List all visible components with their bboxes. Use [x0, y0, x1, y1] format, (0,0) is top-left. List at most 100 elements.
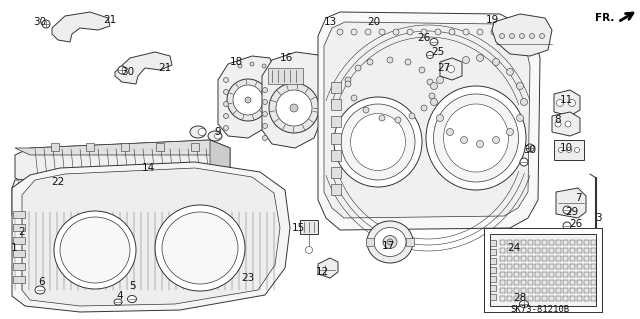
- Ellipse shape: [42, 20, 50, 28]
- Bar: [542, 280, 547, 285]
- Text: 6: 6: [38, 277, 45, 287]
- Bar: [528, 256, 533, 261]
- Ellipse shape: [60, 217, 130, 283]
- Bar: [490, 276, 496, 282]
- Ellipse shape: [162, 212, 238, 284]
- Ellipse shape: [431, 83, 438, 90]
- Bar: [514, 240, 519, 245]
- Text: 26: 26: [417, 33, 431, 43]
- Text: 19: 19: [485, 15, 499, 25]
- Bar: [86, 143, 94, 151]
- Text: 3: 3: [595, 213, 602, 223]
- Ellipse shape: [506, 69, 513, 76]
- Ellipse shape: [505, 29, 511, 35]
- Text: 5: 5: [129, 281, 135, 291]
- Ellipse shape: [276, 90, 312, 126]
- Bar: [535, 240, 540, 245]
- Bar: [591, 296, 596, 301]
- Text: 30: 30: [33, 17, 47, 27]
- Ellipse shape: [337, 29, 343, 35]
- Bar: [331, 133, 341, 144]
- Polygon shape: [492, 14, 552, 56]
- Text: 30: 30: [122, 67, 134, 77]
- Ellipse shape: [520, 99, 527, 106]
- Bar: [584, 272, 589, 277]
- Ellipse shape: [449, 29, 455, 35]
- Ellipse shape: [516, 83, 524, 90]
- Bar: [535, 256, 540, 261]
- Ellipse shape: [421, 29, 427, 35]
- Ellipse shape: [383, 235, 397, 249]
- Ellipse shape: [262, 100, 268, 105]
- Ellipse shape: [463, 56, 470, 63]
- Ellipse shape: [435, 29, 441, 35]
- Bar: [500, 256, 505, 261]
- Ellipse shape: [447, 129, 454, 136]
- Ellipse shape: [262, 64, 266, 68]
- Bar: [521, 248, 526, 253]
- Ellipse shape: [262, 112, 268, 116]
- Ellipse shape: [56, 190, 63, 199]
- Ellipse shape: [575, 147, 579, 152]
- Polygon shape: [210, 140, 230, 178]
- Ellipse shape: [86, 190, 93, 199]
- Bar: [406, 238, 414, 246]
- Bar: [535, 264, 540, 269]
- Bar: [577, 296, 582, 301]
- Text: SK73-81210B: SK73-81210B: [511, 306, 570, 315]
- Ellipse shape: [493, 137, 499, 144]
- Text: 24: 24: [508, 243, 520, 253]
- Bar: [556, 264, 561, 269]
- Bar: [556, 240, 561, 245]
- Bar: [563, 256, 568, 261]
- Ellipse shape: [245, 97, 251, 103]
- Ellipse shape: [269, 83, 319, 133]
- Bar: [563, 272, 568, 277]
- Bar: [507, 240, 512, 245]
- Bar: [591, 240, 596, 245]
- Text: 7: 7: [575, 193, 581, 203]
- Bar: [121, 143, 129, 151]
- Ellipse shape: [127, 295, 136, 302]
- Ellipse shape: [565, 121, 571, 127]
- Bar: [542, 264, 547, 269]
- Bar: [577, 272, 582, 277]
- Ellipse shape: [223, 90, 228, 94]
- Bar: [521, 280, 526, 285]
- Ellipse shape: [208, 131, 222, 141]
- Polygon shape: [52, 12, 110, 42]
- Text: 26: 26: [570, 219, 582, 229]
- Ellipse shape: [436, 77, 444, 84]
- Bar: [490, 249, 496, 255]
- Bar: [331, 116, 341, 127]
- Bar: [549, 272, 554, 277]
- Text: 8: 8: [555, 115, 561, 125]
- Bar: [500, 248, 505, 253]
- Ellipse shape: [427, 79, 433, 85]
- Text: 12: 12: [316, 267, 328, 277]
- Bar: [584, 256, 589, 261]
- Bar: [542, 256, 547, 261]
- Bar: [507, 272, 512, 277]
- Bar: [156, 143, 164, 151]
- Bar: [191, 143, 199, 151]
- Bar: [577, 240, 582, 245]
- Bar: [563, 264, 568, 269]
- Bar: [556, 280, 561, 285]
- Bar: [584, 288, 589, 293]
- Text: 25: 25: [431, 47, 445, 57]
- Bar: [570, 296, 575, 301]
- Text: 11: 11: [559, 95, 573, 105]
- Ellipse shape: [431, 99, 438, 106]
- Polygon shape: [22, 168, 280, 306]
- Bar: [521, 288, 526, 293]
- Ellipse shape: [449, 64, 456, 71]
- Polygon shape: [440, 58, 462, 80]
- Bar: [570, 248, 575, 253]
- Bar: [584, 264, 589, 269]
- Bar: [549, 296, 554, 301]
- Text: 23: 23: [241, 273, 255, 283]
- Ellipse shape: [367, 221, 413, 263]
- Ellipse shape: [351, 95, 357, 101]
- Bar: [584, 240, 589, 245]
